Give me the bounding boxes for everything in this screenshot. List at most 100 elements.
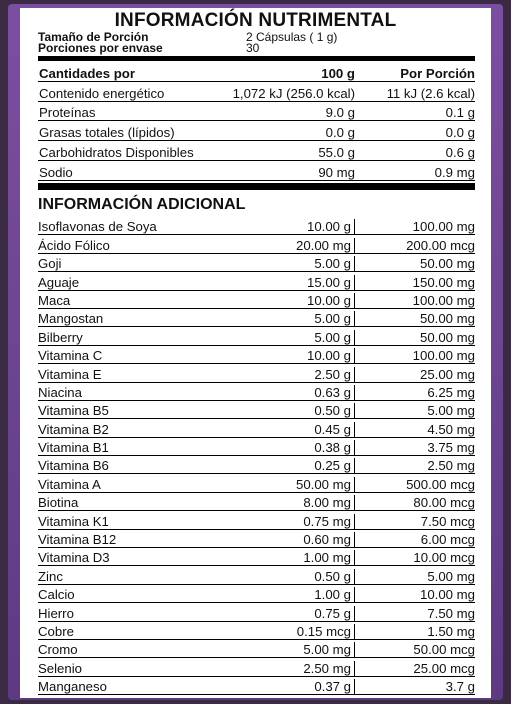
value-per-100g: 0.75 g <box>211 605 355 621</box>
value-per-serving: 200.00 mcg <box>406 237 475 253</box>
value-per-serving: 80.00 mcg <box>413 495 475 511</box>
additional-table: Isoflavonas de Soya 10.00 g 100.00 mg Ácido… <box>38 217 475 696</box>
value-per-serving: 6.25 mg <box>427 384 475 400</box>
value-per-serving: 100.00 mg <box>412 348 475 364</box>
table-row: Cobre 0.15 mcg 1.50 mg <box>38 622 475 640</box>
table-row: Goji 5.00 g 50.00 mg <box>38 254 475 273</box>
value-per-serving: 50.00 mcg <box>413 642 475 658</box>
value-per-100g: 0.15 mcg <box>211 623 355 639</box>
nutrition-table: Cantidades por 100 g Por Porción Conteni… <box>38 62 475 181</box>
table-row: Niacina 0.63 g 6.25 mg <box>38 383 475 401</box>
value-per-serving: 0.1 g <box>445 105 475 121</box>
value-per-serving: 3.75 mg <box>427 440 475 456</box>
table-row: Cromo 5.00 mg 50.00 mcg <box>38 640 475 659</box>
table-row: Vitamina B12 0.60 mg 6.00 mcg <box>38 530 475 549</box>
value-per-100g: 55.0 g <box>318 144 355 160</box>
value-per-serving: 5.00 mg <box>427 403 475 419</box>
ingredient-name: Aguaje <box>38 274 80 290</box>
table-row: Hierro 0.75 g 7.50 mg <box>38 603 475 622</box>
table-row: Maca 10.00 g 100.00 mg <box>38 291 475 309</box>
table-row: Selenio 2.50 mg 25.00 mcg <box>38 658 475 677</box>
ingredient-name: Vitamina E <box>38 366 102 382</box>
value-per-serving: 6.00 mcg <box>420 532 475 548</box>
value-per-serving: 25.00 mcg <box>413 660 475 676</box>
value-per-100g: 5.00 g <box>211 311 355 327</box>
value-per-100g: 1.00 mg <box>211 550 355 566</box>
ingredient-name: Vitamina A <box>38 476 101 492</box>
ingredient-name: Vitamina B6 <box>38 458 109 474</box>
value-per-serving: 3.7 g <box>445 679 475 695</box>
value-per-100g: 0.38 g <box>211 440 355 456</box>
ingredient-name: Vitamina D3 <box>38 550 110 566</box>
ingredient-name: Vitamina B1 <box>38 440 109 456</box>
nutrition-panel: INFORMACIÓN NUTRIMENTAL Tamaño de Porció… <box>20 8 491 698</box>
table-row: Vitamina D3 1.00 mg 10.00 mcg <box>38 548 475 567</box>
table-row: Contenido energético 1,072 kJ (256.0 kcal… <box>38 82 475 102</box>
value-per-serving: 50.00 mg <box>420 329 475 345</box>
ingredient-name: Goji <box>38 256 62 272</box>
table-row: Carbohidratos Disponibles 55.0 g 0.6 g <box>38 141 475 161</box>
divider-thick <box>38 183 475 190</box>
ingredient-name: Cromo <box>38 642 78 658</box>
value-per-100g: 0.63 g <box>211 384 355 400</box>
header-per-100g: 100 g <box>321 65 355 81</box>
value-per-serving: 10.00 mcg <box>413 550 475 566</box>
value-per-100g: 50.00 mg <box>211 476 355 492</box>
value-per-100g: 0.45 g <box>211 421 355 437</box>
table-row: Manganeso 0.37 g 3.7 g <box>38 677 475 696</box>
value-per-100g: 0.75 mg <box>211 513 355 529</box>
value-per-100g: 15.00 g <box>211 274 355 290</box>
ingredient-name: Zinc <box>38 568 63 584</box>
value-per-100g: 0.60 mg <box>211 532 355 548</box>
value-per-serving: 0.6 g <box>445 144 475 160</box>
table-row: Zinc 0.50 g 5.00 mg <box>38 566 475 585</box>
ingredient-name: Cobre <box>38 623 74 639</box>
value-per-100g: 1,072 kJ (256.0 kcal) <box>232 85 355 101</box>
divider-thick <box>38 56 475 61</box>
value-per-serving: 7.50 mcg <box>420 513 475 529</box>
value-per-serving: 0.9 mg <box>434 164 475 180</box>
value-per-100g: 5.00 g <box>211 329 355 345</box>
value-per-serving: 0.0 g <box>445 125 475 141</box>
ingredient-name: Calcio <box>38 587 75 603</box>
value-per-100g: 0.37 g <box>211 679 355 695</box>
table-row: Calcio 1.00 g 10.00 mg <box>38 585 475 604</box>
value-per-serving: 100.00 mg <box>412 219 475 235</box>
table-row: Vitamina B2 0.45 g 4.50 mg <box>38 419 475 438</box>
header-label: Cantidades por <box>39 65 135 81</box>
table-row: Vitamina B1 0.38 g 3.75 mg <box>38 438 475 457</box>
ingredient-name: Vitamina B12 <box>38 532 117 548</box>
value-per-100g: 9.0 g <box>325 105 355 121</box>
value-per-100g: 2.50 mg <box>211 660 355 676</box>
nutrient-name: Carbohidratos Disponibles <box>39 144 194 160</box>
additional-info-title: INFORMACIÓN ADICIONAL <box>38 196 246 213</box>
ingredient-name: Maca <box>38 292 71 308</box>
nutrient-name: Grasas totales (lípidos) <box>39 125 175 141</box>
ingredient-name: Isoflavonas de Soya <box>38 219 157 235</box>
value-per-100g: 2.50 g <box>211 366 355 382</box>
ingredient-name: Hierro <box>38 605 74 621</box>
value-per-100g: 10.00 g <box>211 348 355 364</box>
value-per-100g: 10.00 g <box>211 292 355 308</box>
table-row: Isoflavonas de Soya 10.00 g 100.00 mg <box>38 217 475 236</box>
value-per-100g: 5.00 mg <box>211 642 355 658</box>
table-row: Vitamina K1 0.75 mg 7.50 mcg <box>38 511 475 530</box>
value-per-serving: 25.00 mg <box>420 366 475 382</box>
table-row: Ácido Fólico 20.00 mg 200.00 mcg <box>38 235 475 254</box>
servings-per-container-value: 30 <box>246 41 260 55</box>
value-per-100g: 10.00 g <box>211 219 355 235</box>
nutrient-name: Contenido energético <box>39 85 165 101</box>
table-row: Vitamina B6 0.25 g 2.50 mg <box>38 456 475 475</box>
value-per-serving: 2.50 mg <box>427 458 475 474</box>
ingredient-name: Vitamina B2 <box>38 421 109 437</box>
table-row: Bilberry 5.00 g 50.00 mg <box>38 327 475 346</box>
ingredient-name: Vitamina C <box>38 348 103 364</box>
value-per-100g: 0.50 g <box>211 568 355 584</box>
value-per-serving: 50.00 mg <box>420 311 475 327</box>
value-per-serving: 11 kJ (2.6 kcal) <box>386 85 475 101</box>
value-per-100g: 0.0 g <box>325 125 355 141</box>
serving-size-value: 2 Cápsulas ( 1 g) <box>246 30 338 44</box>
table-row: Vitamina E 2.50 g 25.00 mg <box>38 364 475 383</box>
table-row: Vitamina C 10.00 g 100.00 mg <box>38 346 475 365</box>
ingredient-name: Niacina <box>38 384 82 400</box>
